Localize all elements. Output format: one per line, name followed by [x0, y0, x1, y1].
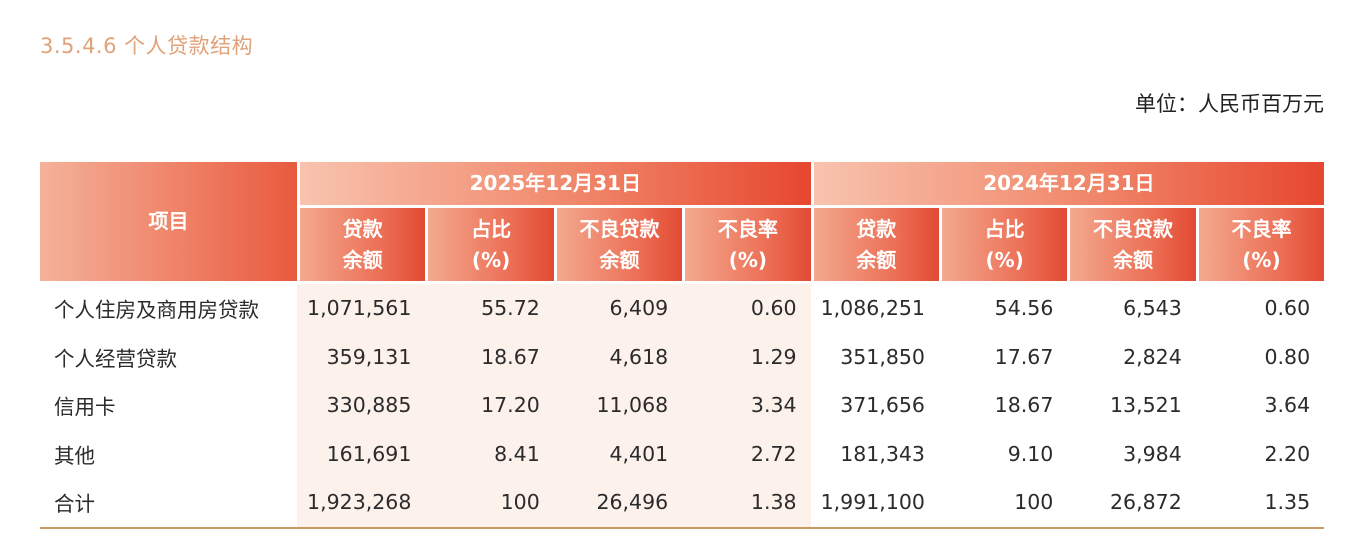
row-label: 合计: [40, 478, 297, 529]
cell: 1,923,268: [297, 478, 426, 529]
cell: 359,131: [297, 332, 426, 381]
cell: 371,656: [840, 393, 925, 418]
table-row-total: 合计 1,923,268 100 26,496 1.38 1,991,100 1…: [40, 478, 1325, 529]
cell: 4,618: [553, 332, 683, 381]
header-npl-ratio: 不良率 (%): [1195, 208, 1325, 284]
cell: 100: [938, 478, 1068, 529]
cell: 17.67: [994, 344, 1054, 369]
table-row: 个人住房及商用房贷款 1,071,561 55.72 6,409 0.60 1,…: [40, 284, 1324, 333]
header-share: 占比 (%): [425, 208, 554, 284]
cell: 2,824: [1123, 344, 1182, 369]
cell: 9.10: [1007, 441, 1054, 466]
row-label: 个人住房及商用房贷款: [54, 298, 259, 323]
cell: 0.80: [1264, 344, 1311, 369]
cell: 18.67: [994, 393, 1054, 418]
header-group-2024: 2024年12月31日: [810, 162, 1325, 208]
header-npl-balance: 不良贷款 余额: [1067, 208, 1196, 284]
cell: 0.60: [1264, 296, 1311, 321]
header-group-2025: 2025年12月31日: [297, 162, 811, 208]
header-share: 占比 (%): [938, 208, 1068, 284]
row-label: 其他: [54, 443, 95, 468]
cell: 351,850: [840, 344, 925, 369]
cell: 181,343: [840, 441, 925, 466]
cell: 3,984: [1123, 441, 1182, 466]
cell: 1,086,251: [820, 296, 925, 321]
cell: 100: [425, 478, 554, 529]
cell: 6,409: [553, 284, 683, 333]
cell: 26,496: [553, 478, 683, 529]
header-item: 项目: [40, 162, 297, 284]
table-row: 个人经营贷款 359,131 18.67 4,618 1.29 351,850 …: [40, 332, 1324, 381]
cell: 6,543: [1123, 296, 1182, 321]
cell: 18.67: [425, 332, 554, 381]
table-row: 信用卡 330,885 17.20 11,068 3.34 371,656 18…: [40, 381, 1324, 430]
header-loan-balance: 贷款 余额: [297, 208, 426, 284]
cell: 54.56: [994, 296, 1054, 321]
header-npl-balance: 不良贷款 余额: [553, 208, 683, 284]
cell: 3.64: [1264, 393, 1311, 418]
cell: 0.60: [682, 284, 811, 333]
row-label: 个人经营贷款: [54, 346, 177, 371]
cell: 161,691: [297, 429, 426, 478]
cell: 55.72: [425, 284, 554, 333]
unit-label: 单位：人民币百万元: [1135, 92, 1324, 116]
cell: 17.20: [425, 381, 554, 430]
cell: 4,401: [553, 429, 683, 478]
header-npl-ratio: 不良率 (%): [682, 208, 811, 284]
cell: 1,071,561: [297, 284, 426, 333]
cell: 1.35: [1195, 478, 1325, 529]
section-title: 3.5.4.6 个人贷款结构: [40, 34, 254, 58]
cell: 330,885: [297, 381, 426, 430]
row-label: 信用卡: [54, 395, 116, 420]
cell: 1.38: [682, 478, 811, 529]
table-row: 其他 161,691 8.41 4,401 2.72 181,343 9.10 …: [40, 429, 1324, 478]
cell: 3.34: [682, 381, 811, 430]
cell: 1.29: [682, 332, 811, 381]
header-loan-balance: 贷款 余额: [810, 208, 939, 284]
personal-loan-structure-table: 项目 2025年12月31日 2024年12月31日 贷款 余额 占比 (%) 不良…: [40, 162, 1325, 529]
cell: 13,521: [1110, 393, 1182, 418]
cell: 2.20: [1264, 441, 1311, 466]
cell: 11,068: [553, 381, 683, 430]
cell: 8.41: [425, 429, 554, 478]
cell: 26,872: [1067, 478, 1196, 529]
cell: 1,991,100: [810, 478, 939, 529]
cell: 2.72: [682, 429, 811, 478]
